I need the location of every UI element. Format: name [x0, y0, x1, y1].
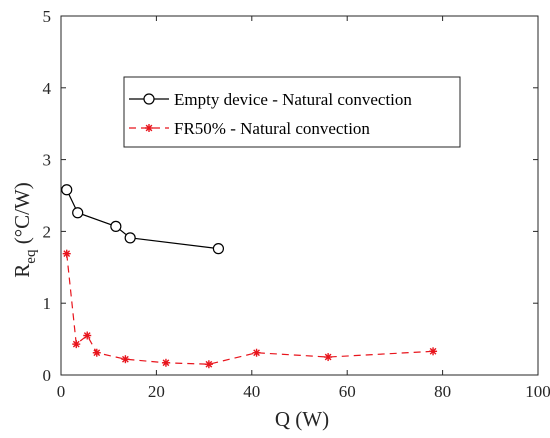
data-point: [121, 355, 130, 364]
asterisk-stroke: [253, 349, 260, 357]
data-point: [324, 353, 333, 362]
y-axis-label-unit: (°C/W): [10, 182, 34, 249]
data-point: [62, 249, 71, 258]
data-point: [61, 184, 73, 196]
legend-entry-2: FR50% - Natural convection: [129, 119, 370, 138]
asterisk-stroke: [63, 250, 71, 258]
x-tick-label: 20: [148, 382, 165, 401]
y-tick-label: 5: [43, 7, 52, 26]
data-point: [429, 347, 438, 356]
asterisk-stroke: [93, 349, 101, 357]
series-2: [62, 249, 438, 369]
series-layer: [61, 184, 438, 369]
asterisk-stroke: [122, 355, 129, 363]
y-tick-label: 4: [43, 79, 52, 98]
x-tick-label: 60: [339, 382, 356, 401]
asterisk-stroke: [145, 124, 153, 132]
plot-frame: [60, 15, 539, 376]
asterisk-stroke: [205, 360, 213, 368]
y-tick-label: 3: [43, 151, 52, 170]
x-tick-label: 100: [525, 382, 550, 401]
y-axis-label-subscript: eq: [23, 249, 39, 264]
data-point: [143, 93, 155, 105]
y-tick-label: 2: [43, 222, 52, 241]
series-line: [66, 253, 434, 365]
legend-label: FR50% - Natural convection: [174, 119, 370, 138]
x-tick-label: 0: [57, 382, 66, 401]
ticks-layer: 0 20 40 60 80 100 0 1 2 3 4 5: [43, 7, 550, 401]
asterisk-stroke: [72, 340, 80, 348]
y-tick-label: 1: [43, 294, 52, 313]
legend-label: Empty device - Natural convection: [174, 90, 412, 109]
data-point: [212, 243, 225, 255]
y-axis-label-main: R: [10, 264, 34, 278]
data-point: [92, 348, 101, 357]
y-tick-label: 0: [43, 366, 52, 385]
series-line: [66, 189, 219, 250]
x-tick-label: 40: [243, 382, 260, 401]
legend-box: [123, 76, 461, 148]
x-tick-label: 80: [434, 382, 451, 401]
legend-entry-1: Empty device - Natural convection: [129, 90, 412, 109]
asterisk-stroke: [83, 332, 91, 339]
data-point: [110, 220, 122, 232]
data-point: [252, 348, 261, 357]
series-1: [61, 184, 225, 255]
x-axis-label: Q (W): [275, 407, 329, 431]
data-point: [161, 358, 170, 367]
asterisk-stroke: [429, 347, 437, 355]
asterisk-stroke: [324, 353, 332, 361]
asterisk-stroke: [162, 359, 170, 367]
data-point: [145, 124, 153, 132]
data-point: [72, 207, 84, 219]
data-point: [204, 360, 213, 369]
data-point: [72, 340, 81, 349]
legend: Empty device - Natural convection FR50% -…: [123, 76, 461, 148]
data-point: [83, 331, 92, 340]
y-axis-label: Req (°C/W): [10, 182, 39, 277]
data-point: [124, 232, 136, 244]
